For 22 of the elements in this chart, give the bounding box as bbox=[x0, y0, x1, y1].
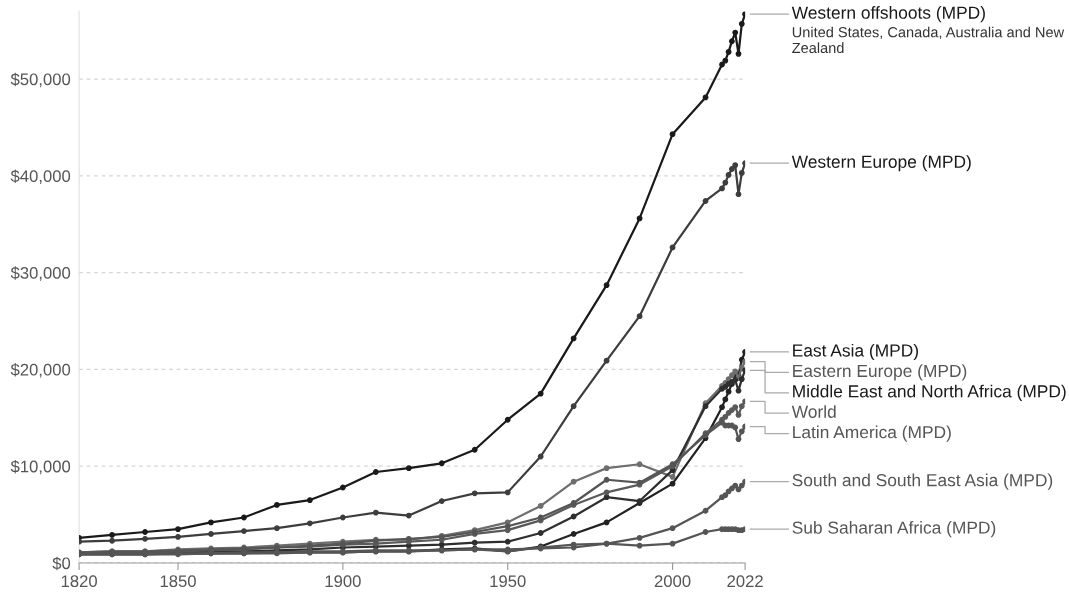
text: Sub Saharan Africa (MPD) bbox=[792, 521, 996, 538]
text: Eastern Europe (MPD) bbox=[793, 364, 967, 381]
x-tick-label: 2000 bbox=[654, 575, 691, 588]
x-tick-label: 1900 bbox=[325, 575, 361, 588]
x-tick-label: 1850 bbox=[160, 575, 196, 588]
y-tick-label: $50,000 bbox=[10, 72, 71, 88]
y-tick-label: $30,000 bbox=[10, 266, 71, 281]
text: Middle East and North Africa (MPD) bbox=[793, 384, 1066, 401]
text: Latin America (MPD) bbox=[793, 425, 951, 442]
y-tick-label: $40,000 bbox=[10, 169, 71, 184]
annotation: United States, Canada, Australia and New Zealand bbox=[792, 26, 1065, 54]
x-tick-label: 2022 bbox=[727, 575, 763, 588]
y-tick-label: $20,000 bbox=[10, 363, 71, 378]
x-tick-label: 1950 bbox=[490, 575, 526, 588]
x-tick-label: 1820 bbox=[61, 575, 97, 588]
text: South and South East Asia (MPD) bbox=[792, 473, 1053, 490]
y-tick-label: $0 bbox=[52, 556, 71, 571]
text: East Asia (MPD) bbox=[793, 343, 918, 361]
text: Western Europe (MPD) bbox=[791, 155, 971, 172]
text: Western offshoots (MPD) bbox=[791, 6, 985, 23]
text: World bbox=[791, 405, 836, 418]
y-tick-label: $10,000 bbox=[10, 459, 71, 475]
